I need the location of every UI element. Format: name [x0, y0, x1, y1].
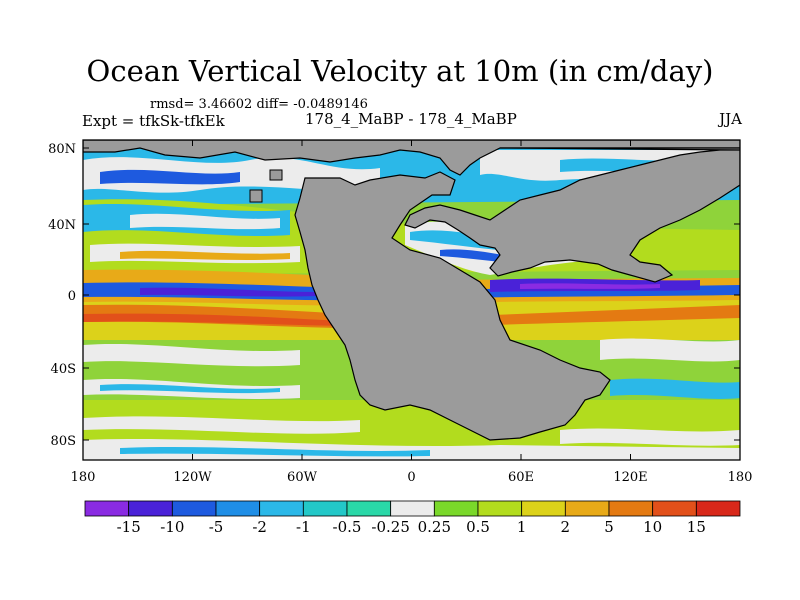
colorbar-swatch — [346, 500, 392, 517]
colorbar-swatch — [477, 500, 523, 517]
colorbar-label: -10 — [160, 518, 184, 536]
y-tick-label: 80S — [51, 434, 76, 449]
experiment-label: Expt = tfkSk-tfkEk — [82, 112, 225, 130]
x-tick-label: 120W — [173, 470, 212, 485]
small-island — [249, 189, 263, 203]
x-tick-label: 60W — [287, 470, 318, 485]
colorbar-swatch — [433, 500, 479, 517]
colorbar-label: 0.25 — [418, 518, 451, 536]
northern-landmass — [83, 140, 740, 176]
colorbar-label: -2 — [252, 518, 267, 536]
eastern-peninsula — [404, 147, 740, 283]
x-tick-label: 60E — [508, 470, 534, 485]
colorbar-label: -5 — [209, 518, 224, 536]
colorbar-swatch — [521, 500, 566, 517]
colorbar-label: -0.5 — [333, 518, 362, 536]
western-continent — [294, 171, 611, 441]
y-tick-label: 80N — [48, 142, 76, 157]
colorbar: -15 -10 -5 -2 -1 -0.5 -0.25 0.25 0.5 1 2 5 10 15 — [84, 500, 741, 536]
x-axis: 180 120W 60W 0 60E 120E 180 — [71, 140, 753, 485]
x-tick-label: 0 — [407, 470, 415, 485]
season-label: JJA — [719, 110, 742, 128]
colorbar-swatch — [564, 500, 610, 517]
colorbar-swatch — [302, 500, 348, 517]
colorbar-label: 5 — [604, 518, 614, 536]
colorbar-swatch — [608, 500, 654, 517]
y-tick-label: 40N — [48, 218, 76, 233]
colorbar-label: -15 — [117, 518, 141, 536]
colorbar-swatch — [695, 500, 741, 517]
colorbar-swatch — [84, 500, 130, 517]
case-label: 178_4_MaBP - 178_4_MaBP — [305, 110, 517, 128]
colorbar-swatch — [128, 500, 173, 517]
y-axis: 80N 40N 0 40S 80S — [48, 142, 740, 449]
colorbar-swatch — [390, 500, 435, 517]
colorbar-label: 2 — [561, 518, 571, 536]
x-tick-label: 120E — [613, 470, 647, 485]
colorbar-swatch — [171, 500, 217, 517]
map-title: Ocean Vertical Velocity at 10m (in cm/da… — [86, 54, 714, 88]
colorbar-swatch — [215, 500, 261, 517]
colorbar-label: 15 — [687, 518, 706, 536]
colorbar-label: 1 — [517, 518, 527, 536]
ocean-field — [83, 140, 740, 460]
colorbar-label: -1 — [296, 518, 311, 536]
stats-label: rmsd= 3.46602 diff= -0.0489146 — [150, 97, 368, 112]
colorbar-label: -0.25 — [371, 518, 409, 536]
y-tick-label: 0 — [68, 289, 76, 304]
x-tick-label: 180 — [71, 470, 96, 485]
small-island — [269, 169, 283, 181]
colorbar-label: 0.5 — [466, 518, 490, 536]
colorbar-label: 10 — [643, 518, 662, 536]
colorbar-swatch — [259, 500, 304, 517]
x-tick-label: 180 — [728, 470, 753, 485]
colorbar-swatch — [652, 500, 697, 517]
y-tick-label: 40S — [51, 362, 76, 377]
